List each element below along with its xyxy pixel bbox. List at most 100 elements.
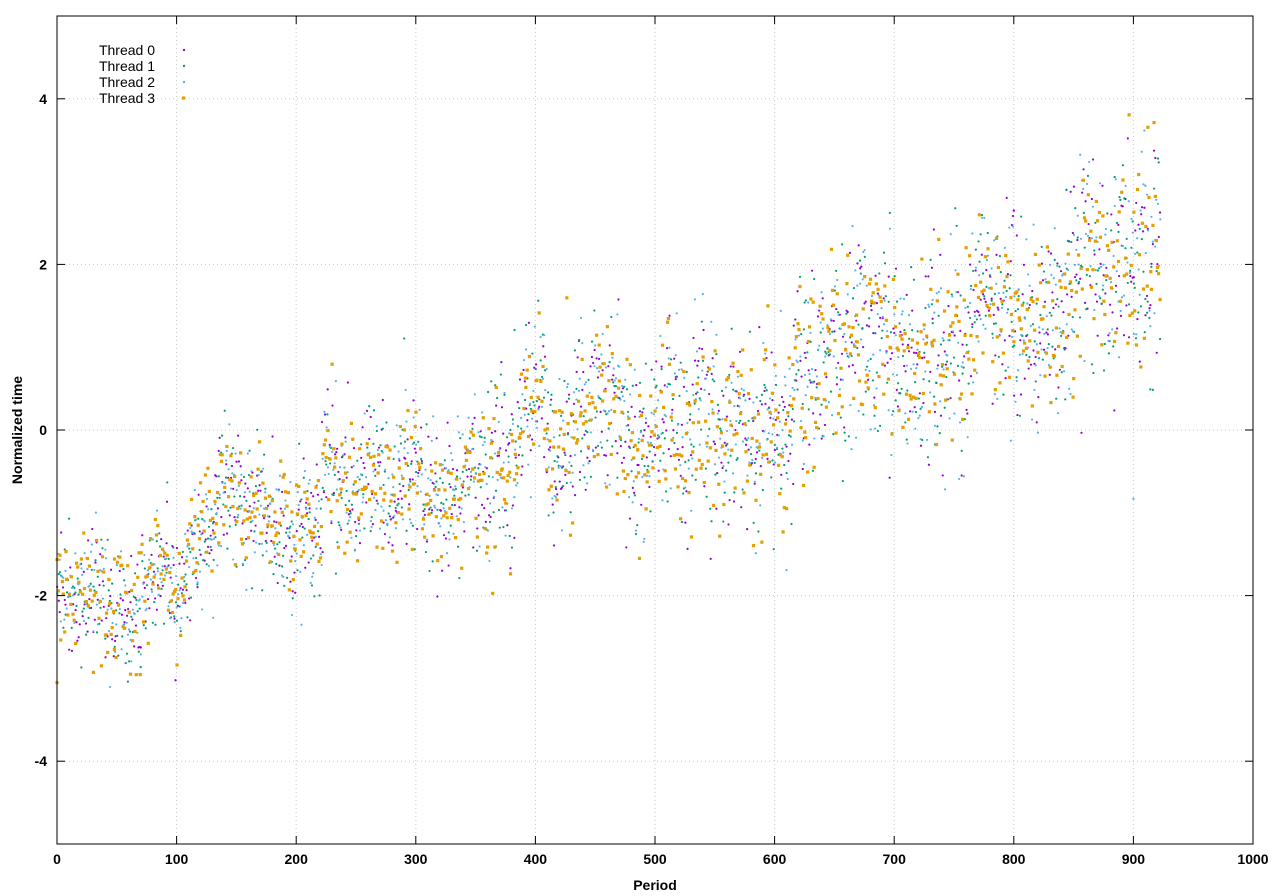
data-point [1121,245,1125,248]
data-point [352,446,356,450]
y-tick-label: -4 [35,753,48,769]
data-point [142,624,145,627]
data-point [650,444,654,447]
data-point [861,307,865,311]
data-point [80,567,83,570]
data-point [556,460,559,463]
data-point [312,572,315,575]
data-point [500,361,503,364]
data-point [243,495,246,498]
data-point [597,370,601,373]
data-point [127,607,130,611]
data-point [417,462,421,466]
data-point [1089,229,1093,233]
data-point [1030,418,1034,421]
data-point [778,404,781,407]
data-point [770,476,773,479]
data-point [1140,206,1144,209]
data-point [1105,244,1110,248]
data-point [408,503,411,506]
data-point [257,473,260,477]
data-point [383,491,387,495]
data-point [1051,291,1054,294]
data-point [824,350,827,353]
data-point [64,550,68,554]
data-point [1136,318,1139,321]
data-point [660,368,663,371]
data-point [575,370,578,373]
data-point [608,344,611,347]
data-point [245,537,248,541]
data-point [511,439,515,443]
data-point [502,432,505,435]
data-point [560,486,564,489]
data-point [1055,397,1058,400]
data-point [687,490,691,495]
data-point [573,349,577,352]
data-point [57,599,60,602]
data-point [989,286,993,290]
data-point [502,525,505,529]
data-point [423,508,426,511]
data-point [863,255,866,258]
data-point [334,380,337,383]
data-point [224,476,228,479]
data-point [370,492,374,496]
data-point [205,563,208,566]
data-point [270,539,273,543]
data-point [962,475,966,478]
data-point [697,359,700,363]
data-point [727,448,730,451]
data-point [702,480,706,485]
data-point [250,587,254,590]
data-point [549,403,552,406]
data-point [259,489,262,492]
data-point [642,407,645,410]
data-point [533,404,536,407]
data-point [642,434,645,437]
data-point [1017,316,1021,320]
data-point [841,243,844,246]
data-point [657,479,661,483]
data-point [1015,290,1019,294]
data-point [98,599,102,603]
data-point [1124,184,1127,187]
data-point [283,546,286,550]
data-point [823,372,828,376]
data-point [688,418,691,421]
data-point [175,575,178,578]
data-point [924,370,927,373]
data-point [282,472,286,477]
data-point [934,442,939,447]
data-point [556,493,559,496]
data-point [984,300,987,304]
data-point [210,538,213,541]
data-point [1082,187,1085,191]
data-point [367,483,370,486]
data-point [185,588,188,592]
data-point [842,322,846,326]
data-point [441,569,444,572]
data-point [871,291,875,295]
data-point [94,561,97,564]
data-point [440,468,445,472]
data-point [942,339,945,342]
data-point [379,444,382,447]
data-point [1086,234,1090,238]
data-point [1095,236,1098,239]
data-point [1003,339,1006,342]
data-point [1100,302,1103,305]
data-point [162,622,166,625]
data-point [108,602,112,606]
data-point [1075,248,1078,251]
data-point [673,372,676,375]
data-point [301,536,304,539]
data-point [132,582,136,587]
data-point [146,597,150,601]
data-point [309,581,312,584]
data-point [273,555,276,558]
data-point [504,501,508,505]
data-point [768,397,772,400]
data-point [1137,223,1140,226]
data-point [1085,267,1089,272]
